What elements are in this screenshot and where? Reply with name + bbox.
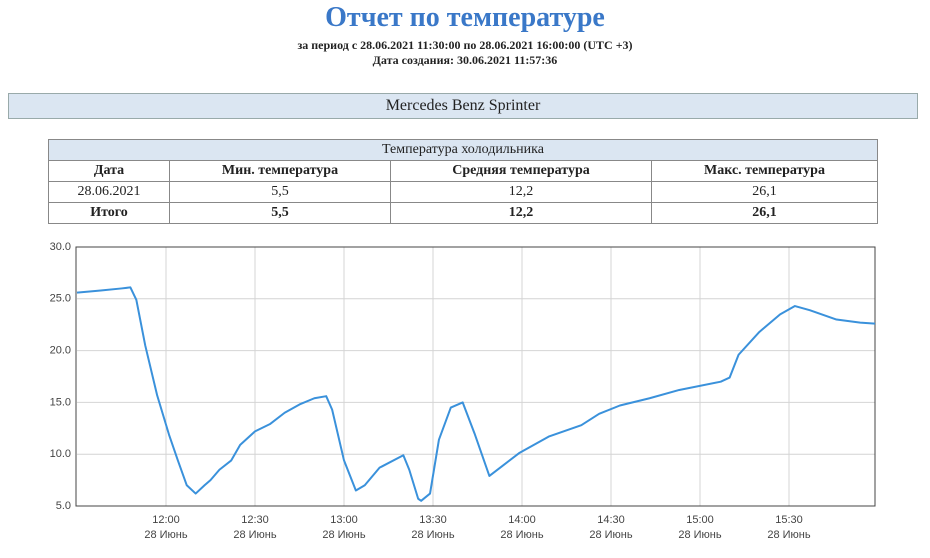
vehicle-name: Mercedes Benz Sprinter: [8, 93, 918, 119]
y-tick-label: 30.0: [50, 241, 71, 253]
table-caption: Температура холодильника: [48, 139, 878, 161]
report-created: Дата создания: 30.06.2021 11:57:36: [372, 53, 558, 67]
column-header: Макс. температура: [651, 160, 878, 182]
column-header: Дата: [48, 160, 170, 182]
report-title: Отчет по температуре: [325, 2, 605, 33]
cell: 26,1: [651, 202, 878, 224]
x-tick-label: 15:30: [775, 514, 803, 526]
x-tick-date: 28 Июнь: [589, 529, 633, 541]
y-tick-label: 25.0: [50, 293, 71, 305]
x-tick-label: 13:30: [419, 514, 447, 526]
x-tick-date: 28 Июнь: [411, 529, 455, 541]
x-tick-label: 15:00: [686, 514, 714, 526]
report-period: за период с 28.06.2021 11:30:00 по 28.06…: [297, 38, 633, 52]
x-tick-label: 13:00: [330, 514, 358, 526]
y-tick-label: 20.0: [50, 345, 71, 357]
summary-table: Температура холодильника Дата Мин. темпе…: [48, 139, 878, 224]
x-tick-label: 14:30: [597, 514, 625, 526]
column-header: Средняя температура: [390, 160, 652, 182]
chart: 5.0 10.0 15.0 20.0 25.0 30.0 12:00 28 Июнь 12:30…: [50, 241, 876, 541]
x-tick-date: 28 Июнь: [322, 529, 366, 541]
x-tick-label: 12:00: [152, 514, 180, 526]
y-tick-label: 10.0: [50, 448, 71, 460]
cell: 12,2: [390, 181, 652, 203]
y-tick-label: 15.0: [50, 396, 71, 408]
cell: Итого: [48, 202, 170, 224]
x-tick-date: 28 Июнь: [233, 529, 277, 541]
plot-frame: [75, 246, 876, 507]
x-tick-label: 14:00: [508, 514, 536, 526]
data-line: [76, 286, 876, 502]
cell: 5,5: [169, 202, 391, 224]
column-header: Мин. температура: [169, 160, 391, 182]
x-tick-date: 28 Июнь: [144, 529, 188, 541]
cell: 5,5: [169, 181, 391, 203]
x-tick-label: 12:30: [241, 514, 269, 526]
x-tick-date: 28 Июнь: [767, 529, 811, 541]
cell: 12,2: [390, 202, 652, 224]
cell: 28.06.2021: [48, 181, 170, 203]
x-tick-date: 28 Июнь: [500, 529, 544, 541]
x-tick-date: 28 Июнь: [678, 529, 722, 541]
y-tick-label: 5.0: [56, 500, 71, 512]
cell: 26,1: [651, 181, 878, 203]
